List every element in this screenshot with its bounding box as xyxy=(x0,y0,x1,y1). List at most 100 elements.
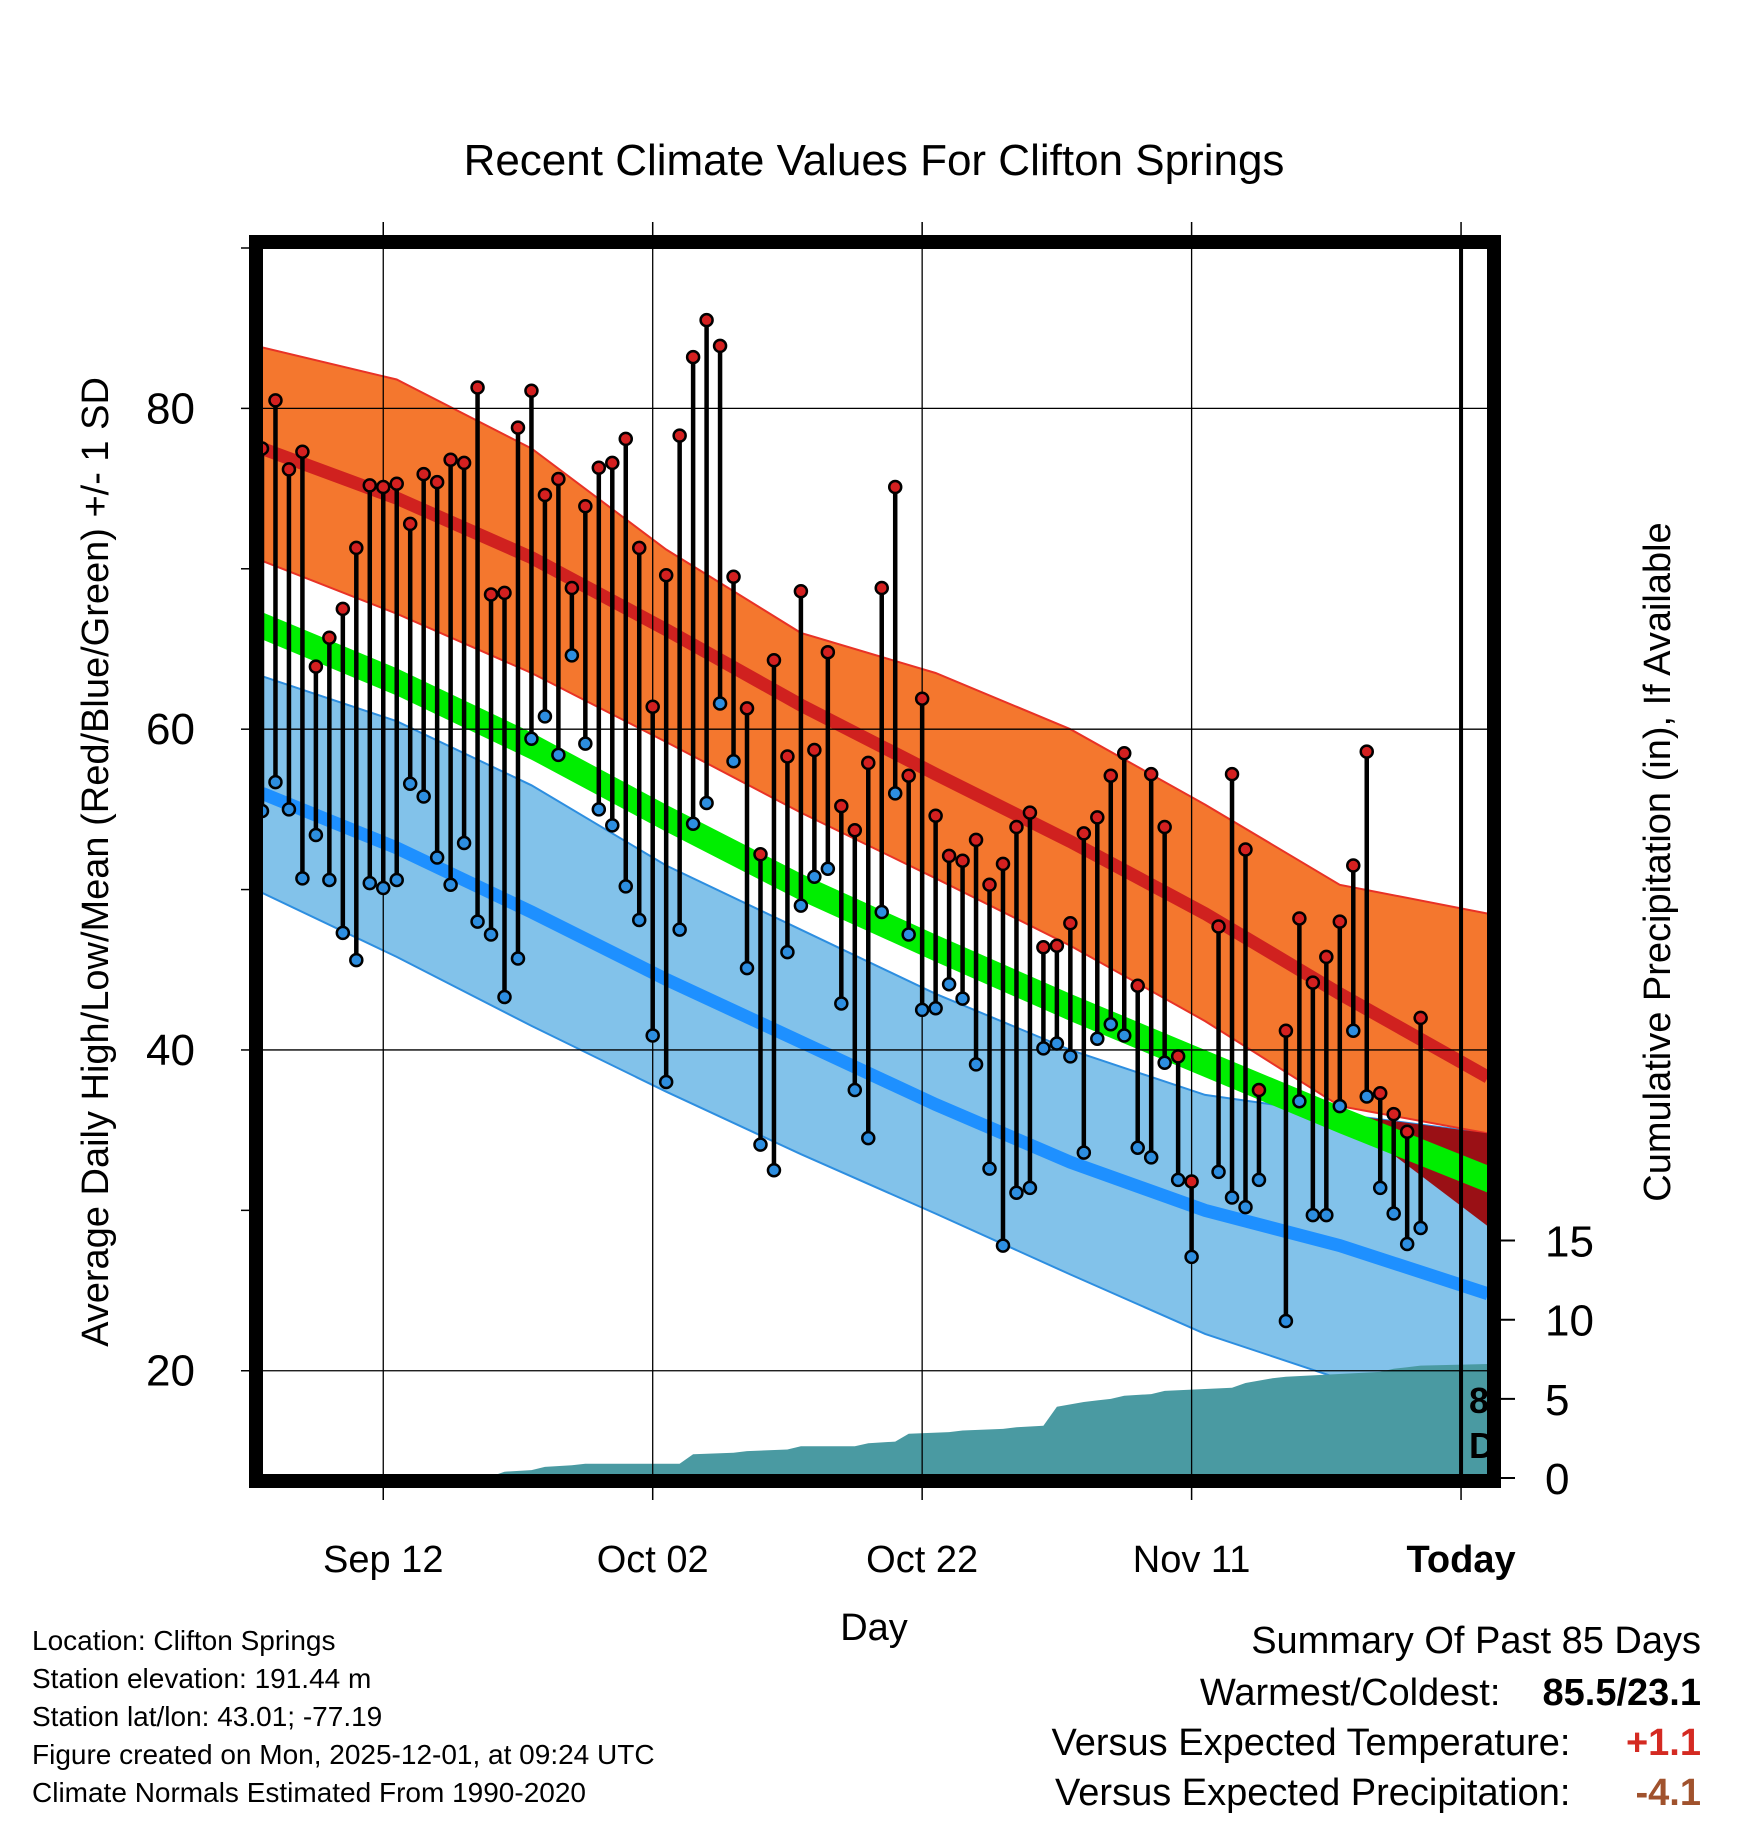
daily-low-point xyxy=(995,1238,1011,1253)
daily-low-point xyxy=(1211,1164,1226,1180)
daily-low-point xyxy=(645,1028,660,1043)
daily-low-point xyxy=(1292,1094,1307,1109)
daily-low-point xyxy=(510,951,526,966)
daily-low-point xyxy=(1170,1172,1186,1188)
daily-high-point xyxy=(1157,819,1172,835)
daily-high-point xyxy=(753,847,768,862)
daily-high-point xyxy=(672,428,687,443)
daily-high-point xyxy=(631,540,647,556)
daily-low-point xyxy=(672,922,687,937)
daily-low-point xyxy=(1238,1199,1253,1215)
daily-high-point xyxy=(699,312,714,328)
daily-low-point xyxy=(362,875,378,891)
daily-high-point xyxy=(928,808,943,824)
y2-tick-label: 10 xyxy=(1545,1297,1594,1346)
y-axis-label: Average Daily High/Low/Mean (Red/Blue/Gr… xyxy=(75,377,117,1347)
daily-low-point xyxy=(712,696,728,711)
daily-low-point xyxy=(1076,1145,1092,1160)
low-normal-band xyxy=(262,675,1488,1428)
daily-low-point xyxy=(1399,1236,1415,1252)
daily-high-point xyxy=(887,479,903,495)
daily-low-point xyxy=(322,872,337,888)
daily-low-point xyxy=(497,989,512,1005)
daily-low-point xyxy=(376,880,391,896)
daily-low-point xyxy=(591,802,607,817)
daily-high-point xyxy=(470,380,485,395)
daily-low-point xyxy=(1386,1206,1401,1221)
daily-low-point xyxy=(262,803,270,819)
daily-high-point xyxy=(416,466,431,482)
daily-high-point xyxy=(874,580,889,596)
y2-tick-label: 5 xyxy=(1545,1376,1569,1425)
x-tick-label: Oct 02 xyxy=(597,1539,709,1581)
daily-high-point xyxy=(1184,1174,1199,1189)
station-elevation: Station elevation: 191.44 m xyxy=(32,1663,372,1694)
today-days-word: Days xyxy=(1469,1425,1555,1466)
x-tick-label: Sep 12 xyxy=(323,1539,443,1581)
daily-low-point xyxy=(1278,1313,1294,1329)
daily-low-point xyxy=(470,914,485,929)
daily-low-point xyxy=(551,747,566,763)
x-axis-label: Day xyxy=(840,1607,908,1649)
daily-low-point xyxy=(739,960,755,976)
daily-low-point xyxy=(685,816,701,832)
temp-vs-expected-label: Versus Expected Temperature: xyxy=(1051,1722,1571,1764)
daily-high-point xyxy=(1022,805,1038,820)
y-tick-label: 40 xyxy=(146,1026,195,1075)
daily-high-point xyxy=(1130,978,1145,994)
daily-low-point xyxy=(793,898,809,913)
x-tick-label: Nov 11 xyxy=(1133,1539,1251,1581)
daily-high-point xyxy=(820,644,836,660)
daily-low-point xyxy=(1036,1041,1051,1056)
daily-low-point xyxy=(281,802,297,817)
daily-low-point xyxy=(295,871,310,886)
y-tick-label: 60 xyxy=(146,705,195,754)
daily-high-point xyxy=(914,691,930,706)
daily-low-point xyxy=(901,927,916,942)
warm-cold-label: Warmest/Coldest: xyxy=(1199,1672,1501,1714)
daily-high-point xyxy=(1359,744,1374,759)
daily-low-point xyxy=(766,1163,782,1178)
daily-low-point xyxy=(807,869,822,884)
cumulative-precip-area xyxy=(495,1364,1488,1475)
figure-created: Figure created on Mon, 2025-12-01, at 09… xyxy=(32,1739,655,1770)
daily-high-point xyxy=(537,487,553,503)
y2-axis-label: Cumulative Precipitation (in), If Availa… xyxy=(1637,522,1679,1201)
daily-low-point xyxy=(349,952,364,968)
daily-low-point xyxy=(834,996,849,1011)
daily-high-point xyxy=(456,455,472,471)
daily-low-point xyxy=(726,754,741,769)
daily-low-point xyxy=(968,1057,984,1072)
daily-low-point xyxy=(402,776,418,791)
summary-precipitation: Versus Expected Precipitation: -4.1 xyxy=(1055,1772,1701,1815)
mean-normal-band xyxy=(262,612,1488,1193)
y-tick-label: 80 xyxy=(146,384,195,433)
daily-low-point xyxy=(631,912,647,928)
daily-high-point xyxy=(1076,826,1092,841)
precip-vs-expected-label: Versus Expected Precipitation: xyxy=(1055,1772,1571,1814)
daily-low-point xyxy=(443,877,458,893)
daily-low-point xyxy=(1332,1098,1348,1114)
daily-high-point xyxy=(1036,940,1051,955)
daily-high-point xyxy=(362,478,378,493)
daily-low-point xyxy=(268,774,283,790)
daily-high-point xyxy=(834,798,849,814)
daily-low-point xyxy=(780,944,795,960)
daily-low-point xyxy=(429,850,445,865)
daily-low-point xyxy=(1305,1207,1321,1223)
daily-low-point xyxy=(1184,1249,1199,1265)
daily-high-point xyxy=(524,383,539,398)
summary-title: Summary Of Past 85 Days xyxy=(1251,1620,1701,1662)
daily-low-point xyxy=(1372,1180,1388,1196)
daily-low-point xyxy=(578,736,593,751)
daily-low-point xyxy=(1143,1150,1159,1165)
daily-high-point xyxy=(658,567,674,583)
x-tick-label: Oct 22 xyxy=(866,1539,978,1581)
station-location: Location: Clifton Springs xyxy=(32,1625,336,1656)
daily-high-point xyxy=(1063,916,1078,931)
daily-high-point xyxy=(1346,858,1361,873)
daily-high-point xyxy=(1009,819,1024,835)
daily-low-point xyxy=(564,648,580,663)
daily-high-point xyxy=(685,349,701,365)
daily-low-point xyxy=(1009,1185,1024,1200)
